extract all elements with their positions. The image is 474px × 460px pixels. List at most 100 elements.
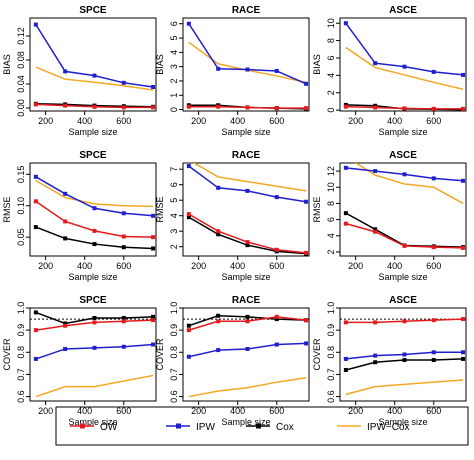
y-axis-label: BIAS xyxy=(312,54,322,75)
data-point-ipw xyxy=(304,81,309,86)
data-point-ow xyxy=(186,212,191,217)
x-tick-label: 400 xyxy=(230,116,245,126)
data-point-ow xyxy=(304,250,309,255)
y-tick-label: 0.6 xyxy=(326,390,336,403)
data-point-ipw xyxy=(304,199,309,204)
data-point-cox xyxy=(151,314,156,319)
data-point-cox xyxy=(63,321,68,326)
x-axis-label: Sample size xyxy=(221,127,270,137)
panel-title: RACE xyxy=(232,295,261,306)
y-tick-label: 1.0 xyxy=(326,302,336,315)
data-point-ow xyxy=(92,104,97,109)
data-point-ipw xyxy=(63,69,68,74)
data-point-ipw xyxy=(63,346,68,351)
y-tick-label: 3 xyxy=(169,64,179,69)
y-tick-label: 8 xyxy=(326,38,336,43)
data-point-ow xyxy=(304,318,309,323)
y-tick-label: 6 xyxy=(326,55,336,60)
data-point-cox xyxy=(343,211,348,216)
data-point-ipw xyxy=(216,66,221,71)
legend-label-ow: OW xyxy=(100,422,118,433)
y-tick-label: 6 xyxy=(169,21,179,26)
data-point-cox xyxy=(216,313,221,318)
x-axis-label: Sample size xyxy=(378,127,427,137)
legend: OW IPW Cox IPW−Cox xyxy=(55,406,469,446)
y-tick-label: 4 xyxy=(169,213,179,218)
data-point-ipw xyxy=(33,22,38,27)
data-point-cox xyxy=(274,317,279,322)
y-tick-label: 0.8 xyxy=(169,346,179,359)
plot-frame xyxy=(182,162,310,257)
series-line-ipw xyxy=(188,23,307,85)
y-tick-label: 5 xyxy=(169,198,179,203)
y-tick-label: 2 xyxy=(326,90,336,95)
series-line-ipw-cox xyxy=(35,179,154,208)
data-point-ow xyxy=(216,229,221,234)
data-point-ow xyxy=(343,320,348,325)
data-point-cox xyxy=(186,215,191,220)
x-tick-label: 200 xyxy=(348,406,363,416)
data-point-ow xyxy=(402,106,407,111)
plot-frame xyxy=(339,307,467,402)
data-point-ow xyxy=(402,319,407,324)
data-point-ipw xyxy=(373,61,378,66)
data-point-ow xyxy=(245,319,250,324)
data-point-ow xyxy=(245,105,250,110)
legend-marker-ipw xyxy=(176,423,181,429)
data-point-cox xyxy=(431,358,436,363)
data-point-ipw xyxy=(402,64,407,69)
data-point-ipw xyxy=(343,165,348,170)
data-point-cox xyxy=(151,246,156,251)
y-tick-label: 0.8 xyxy=(16,346,26,359)
data-point-ipw xyxy=(186,354,191,359)
y-tick-label: 5 xyxy=(169,36,179,41)
series-line-cox xyxy=(345,212,464,248)
x-tick-label: 400 xyxy=(387,406,402,416)
legend-marker-cox xyxy=(256,423,261,429)
y-tick-label: 1.0 xyxy=(169,302,179,315)
plot-frame xyxy=(29,162,157,257)
data-point-ipw xyxy=(402,352,407,357)
data-point-cox xyxy=(461,356,466,361)
data-point-cox xyxy=(33,310,38,315)
data-point-ipw xyxy=(343,21,348,26)
x-tick-label: 600 xyxy=(116,406,131,416)
data-point-ow xyxy=(373,320,378,325)
y-tick-label: 2 xyxy=(169,78,179,83)
data-point-ipw xyxy=(431,350,436,355)
data-point-ipw xyxy=(151,213,156,218)
data-point-ipw xyxy=(216,348,221,353)
data-point-ipw xyxy=(431,176,436,181)
legend-marker-ow xyxy=(80,423,85,429)
x-tick-label: 200 xyxy=(191,116,206,126)
data-point-ow xyxy=(431,245,436,250)
plot-frame xyxy=(29,17,157,112)
y-axis-label: COVER xyxy=(312,338,322,371)
data-point-ow xyxy=(63,323,68,328)
y-axis-label: RMSE xyxy=(155,196,165,222)
y-tick-label: 1 xyxy=(169,93,179,98)
panel-title: RACE xyxy=(232,150,261,161)
data-point-ow xyxy=(373,229,378,234)
y-tick-label: 0.08 xyxy=(16,51,26,69)
y-tick-label: 0.15 xyxy=(16,166,26,184)
data-point-ipw xyxy=(373,353,378,358)
x-axis-label: Sample size xyxy=(68,272,117,282)
data-point-cox xyxy=(373,227,378,232)
x-tick-label: 600 xyxy=(269,261,284,271)
y-tick-label: 0.9 xyxy=(326,324,336,337)
data-point-ow xyxy=(431,106,436,111)
plot-frame xyxy=(339,17,467,112)
data-point-ow xyxy=(461,106,466,111)
data-point-ow xyxy=(186,104,191,109)
y-tick-label: 0.05 xyxy=(16,228,26,246)
plot-area xyxy=(186,21,309,111)
panel-title: SPCE xyxy=(79,150,107,161)
data-point-cox xyxy=(63,236,68,241)
data-point-ipw xyxy=(274,68,279,73)
data-point-ipw xyxy=(92,73,97,78)
